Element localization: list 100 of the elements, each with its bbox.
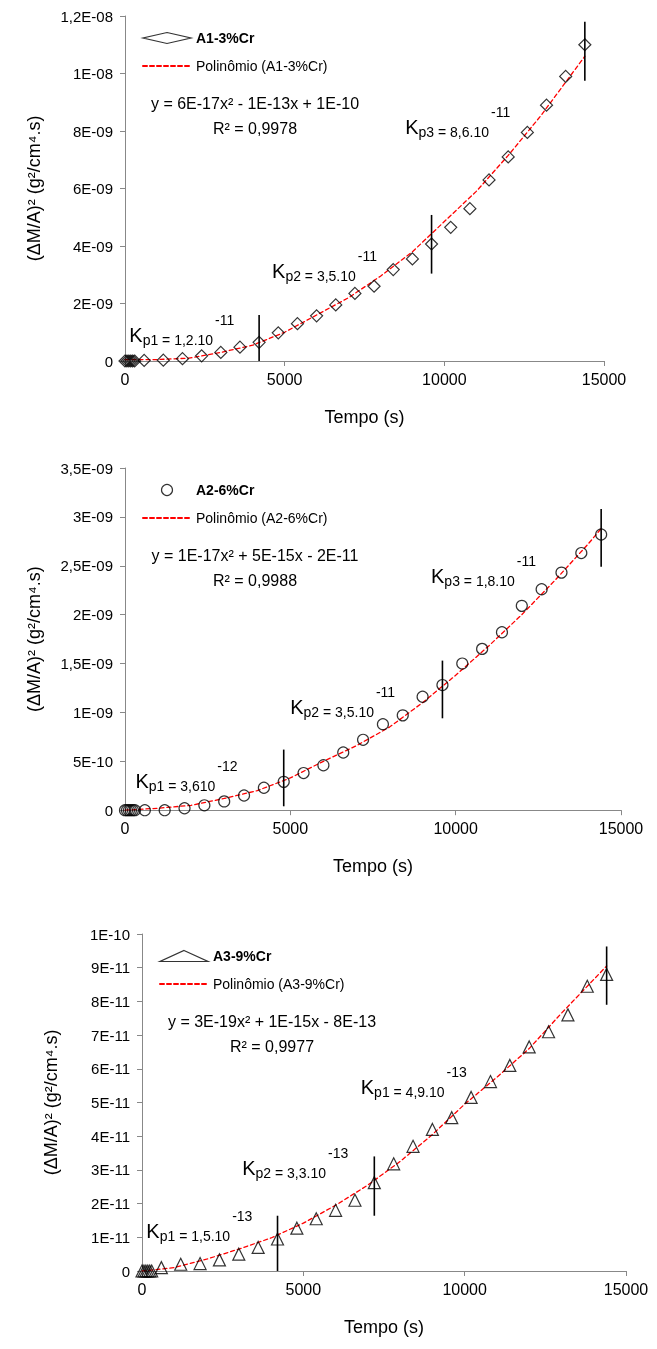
point — [416, 690, 429, 703]
point — [424, 237, 439, 251]
x-tick-label: 10000 — [433, 819, 479, 837]
y-tick-label: 1E-09 — [72, 703, 113, 721]
point — [195, 349, 209, 363]
y-tick-label: 0 — [121, 1262, 130, 1280]
annotation: y = 1E-17x² + 5E-15x - 2E-11 — [151, 547, 359, 565]
point — [539, 98, 554, 112]
y-tick-label: 0 — [104, 801, 113, 819]
point — [456, 657, 469, 670]
point — [337, 746, 350, 759]
y-tick-label: 8E-09 — [72, 122, 113, 140]
y-axis-title: (ΔM/A)² (g²/cm⁴.s) — [24, 115, 44, 262]
point — [198, 799, 211, 812]
y-tick-label: 1,2E-08 — [60, 7, 113, 25]
y-tick-label: 1E-11 — [91, 1228, 130, 1246]
point — [317, 759, 330, 772]
point — [158, 804, 171, 817]
x-tick-label: 5000 — [272, 819, 309, 837]
point — [237, 789, 251, 802]
point — [257, 781, 270, 794]
point — [520, 125, 534, 140]
y-tick-label: 3,5E-09 — [60, 459, 113, 477]
legend-label: A1-3%Cr — [196, 30, 255, 46]
point — [535, 583, 548, 596]
x-tick-label: 0 — [137, 1280, 147, 1298]
point — [578, 38, 592, 52]
y-tick-label: 2E-11 — [91, 1195, 130, 1213]
y-tick-label: 3E-11 — [91, 1161, 130, 1179]
x-tick-label: 10000 — [422, 370, 467, 388]
y-tick-label: 2,5E-09 — [60, 557, 113, 575]
annotation: R² = 0,9977 — [229, 1038, 315, 1056]
point — [297, 766, 310, 780]
y-tick-label: 5E-11 — [91, 1094, 130, 1111]
point — [367, 279, 381, 293]
point — [555, 566, 568, 579]
point — [218, 795, 231, 808]
point — [575, 546, 588, 560]
point — [463, 202, 477, 216]
point — [444, 220, 458, 234]
point — [515, 599, 528, 612]
x-tick-label: 15000 — [603, 1280, 649, 1298]
x-tick-label: 15000 — [598, 819, 644, 837]
point — [156, 353, 170, 367]
y-tick-label: 3E-09 — [72, 508, 113, 526]
y-tick-label: 9E-11 — [91, 959, 130, 977]
point — [386, 262, 400, 277]
x-tick-label: 5000 — [285, 1280, 322, 1298]
y-tick-label: 2E-09 — [72, 295, 113, 312]
y-tick-label: 4E-09 — [72, 237, 113, 255]
point — [348, 286, 362, 301]
point — [595, 528, 608, 541]
point — [175, 352, 190, 366]
x-tick-label: 5000 — [266, 370, 303, 388]
point — [476, 642, 489, 655]
legend-label: Polinômio (A3-9%Cr) — [213, 976, 345, 992]
point — [356, 733, 370, 746]
point — [277, 775, 290, 788]
y-tick-label: 2E-09 — [72, 606, 113, 624]
point — [290, 317, 305, 331]
legend-label: A3-9%Cr — [213, 948, 272, 964]
point — [405, 252, 419, 266]
y-axis-title: (ΔM/A)² (g²/cm⁴.s) — [24, 566, 44, 712]
legend-label: Polinômio (A2-6%Cr) — [196, 510, 328, 526]
point — [233, 340, 247, 354]
point — [214, 345, 228, 359]
x-axis-title: Tempo (s) — [332, 856, 414, 876]
x-axis-title: Tempo (s) — [324, 406, 405, 427]
point — [501, 150, 515, 164]
point — [271, 326, 285, 340]
y-tick-label: 1E-08 — [72, 65, 113, 82]
annotation: y = 6E-17x² - 1E-13x + 1E-10 — [150, 95, 360, 113]
point — [436, 678, 449, 692]
annotation: R² = 0,9978 — [212, 120, 298, 138]
legend-label: A2-6%Cr — [196, 482, 255, 498]
point — [559, 69, 573, 83]
y-tick-label: 8E-11 — [91, 992, 130, 1010]
point — [376, 718, 390, 731]
y-tick-label: 5E-10 — [72, 752, 113, 770]
annotation: y = 3E-19x² + 1E-15x - 8E-13 — [167, 1013, 377, 1031]
annotation: R² = 0,9988 — [212, 572, 298, 590]
y-tick-label: 1,5E-09 — [60, 655, 113, 673]
point — [138, 804, 151, 817]
y-tick-label: 6E-11 — [91, 1060, 130, 1078]
point — [310, 309, 324, 323]
x-tick-label: 10000 — [442, 1280, 488, 1298]
y-tick-label: 1E-10 — [89, 925, 130, 943]
legend-label: Polinômio (A1-3%Cr) — [196, 58, 328, 74]
y-axis-title: (ΔM/A)² (g²/cm⁴.s) — [41, 1029, 61, 1176]
line-series — [124, 527, 602, 811]
y-tick-label: 0 — [104, 352, 113, 370]
x-tick-label: 15000 — [581, 370, 627, 388]
point — [329, 298, 343, 312]
point — [495, 626, 509, 639]
point — [396, 709, 409, 722]
x-axis-title: Tempo (s) — [343, 1316, 425, 1337]
y-tick-label: 6E-09 — [72, 180, 113, 197]
y-tick-label: 4E-11 — [91, 1127, 130, 1145]
point — [178, 802, 191, 815]
point — [482, 173, 496, 187]
